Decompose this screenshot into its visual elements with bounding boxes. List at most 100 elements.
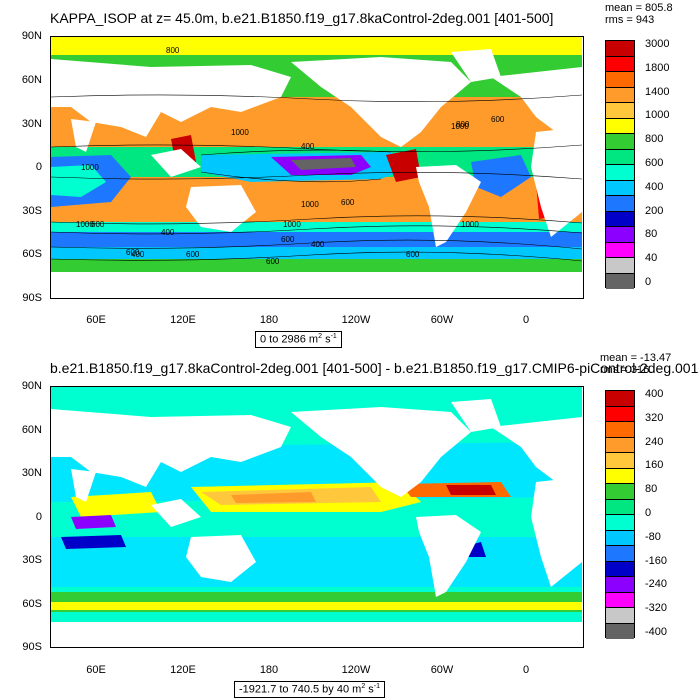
contour-label: 400 xyxy=(131,250,145,259)
lat-label: 60N xyxy=(21,74,42,86)
colorbar-label: -320 xyxy=(645,602,668,615)
colorbar-label: 1400 xyxy=(645,85,670,98)
colorbar-swatch xyxy=(606,391,634,407)
colorbar-label: 600 xyxy=(645,157,664,169)
contour-label: 1000 xyxy=(301,200,319,209)
lon-label: 120W xyxy=(341,314,371,326)
lat-label: 60N xyxy=(21,424,42,436)
colorbar-swatch xyxy=(606,118,634,134)
contour-label: 400 xyxy=(311,240,325,249)
panel1-rms: rms = 943 xyxy=(605,14,655,26)
colorbar-label: 3000 xyxy=(645,38,670,50)
colorbar-label: 160 xyxy=(645,459,664,472)
range-sup: -1 xyxy=(330,333,337,340)
panel2-range-label: -1921.7 to 740.5 by 40 m2 s-1 xyxy=(234,681,386,698)
range-text: -1921.7 to 740.5 by 40 m xyxy=(239,683,362,696)
colorbar-label: -80 xyxy=(645,530,661,543)
contour-label: 1000 xyxy=(461,220,479,229)
contour-label: 1000 xyxy=(283,220,301,229)
colorbar-swatch xyxy=(606,227,634,243)
contour-label: 800 xyxy=(166,46,180,55)
colorbar-swatch xyxy=(606,406,634,422)
panel1-colorbar xyxy=(605,40,635,289)
contour-label: 600 xyxy=(281,235,295,244)
colorbar-label: 400 xyxy=(645,180,664,193)
colorbar-swatch xyxy=(606,41,634,57)
colorbar-label: 200 xyxy=(645,204,664,217)
contour-label: 600 xyxy=(406,250,420,259)
colorbar-label: 1800 xyxy=(645,61,670,74)
lat-label: 90S xyxy=(22,292,42,304)
panel1-range-label: 0 to 2986 m2 s-1 xyxy=(255,331,342,348)
colorbar-swatch xyxy=(606,484,634,500)
colorbar-swatch xyxy=(606,499,634,515)
colorbar-swatch xyxy=(606,577,634,593)
colorbar-label: 80 xyxy=(645,228,658,241)
lon-label: 120E xyxy=(170,314,196,326)
lat-label: 0 xyxy=(35,161,42,173)
colorbar-swatch xyxy=(606,56,634,72)
lat-label: 90N xyxy=(21,30,42,42)
contour-label: 600 xyxy=(126,248,140,257)
colorbar-swatch xyxy=(606,103,634,119)
panel2-map-svg xyxy=(51,387,582,646)
colorbar-label: 0 xyxy=(645,507,652,519)
colorbar-label: 0 xyxy=(645,276,652,288)
colorbar-label: -240 xyxy=(645,578,668,591)
colorbar-swatch xyxy=(606,623,634,639)
colorbar-swatch xyxy=(606,608,634,624)
contour-label: 1000 xyxy=(231,128,249,137)
contour-label: 800 xyxy=(456,120,470,129)
colorbar-label: 40 xyxy=(645,252,658,265)
contour-label: 1000 xyxy=(451,122,469,131)
colorbar-swatch xyxy=(606,211,634,227)
contour-label: 400 xyxy=(161,228,175,237)
colorbar-swatch xyxy=(606,546,634,562)
contour-label: 600 xyxy=(91,220,105,229)
colorbar-label: 400 xyxy=(645,388,664,400)
colorbar-swatch xyxy=(606,592,634,608)
colorbar-label: -160 xyxy=(645,554,668,567)
colorbar-swatch xyxy=(606,87,634,103)
panel1-title: KAPPA_ISOP at z= 45.0m, b.e21.B1850.f19_… xyxy=(50,10,554,26)
colorbar-label: 1000 xyxy=(645,109,670,122)
colorbar-swatch xyxy=(606,453,634,469)
contour-label: 600 xyxy=(186,250,200,259)
range-sup: 2 xyxy=(318,333,322,340)
lat-label: 90S xyxy=(22,641,42,653)
lat-label: 30N xyxy=(21,467,42,479)
panel1-map-svg: 800 1000 1000 600 400 1000 600 600 400 1… xyxy=(51,37,583,297)
lon-label: 180 xyxy=(259,664,279,676)
colorbar-label: 800 xyxy=(645,133,664,146)
lon-label: 0 xyxy=(522,664,530,676)
lat-label: 30S xyxy=(22,205,42,217)
colorbar-swatch xyxy=(606,258,634,274)
lat-label: 30N xyxy=(21,118,42,130)
lon-label: 60W xyxy=(430,314,454,326)
colorbar-swatch xyxy=(606,561,634,577)
panel2-title: b.e21.B1850.f19_g17.8kaControl-2deg.001 … xyxy=(50,360,700,376)
panel2-map xyxy=(50,386,584,648)
lon-label: 180 xyxy=(259,314,279,326)
contour-label: 600 xyxy=(341,198,355,207)
lon-label: 60E xyxy=(86,664,106,676)
lat-label: 0 xyxy=(35,511,42,523)
lat-label: 60S xyxy=(22,598,42,610)
range-sup: 2 xyxy=(361,683,366,690)
panel2-rms: rms = 316. xyxy=(600,364,653,376)
colorbar-swatch xyxy=(606,273,634,289)
colorbar-swatch xyxy=(606,468,634,484)
range-text: 0 to 2986 m xyxy=(260,333,319,346)
contour-label: 600 xyxy=(491,115,505,124)
lon-label: 0 xyxy=(522,314,530,326)
range-units: s xyxy=(368,683,374,696)
lat-label: 90N xyxy=(21,380,42,392)
colorbar-swatch xyxy=(606,242,634,258)
colorbar-label: 80 xyxy=(645,483,658,496)
colorbar-swatch xyxy=(606,72,634,88)
colorbar-swatch xyxy=(606,422,634,438)
contour-label: 400 xyxy=(301,142,315,151)
colorbar-label: 240 xyxy=(645,435,664,448)
panel2-colorbar xyxy=(605,390,635,639)
colorbar-swatch xyxy=(606,437,634,453)
